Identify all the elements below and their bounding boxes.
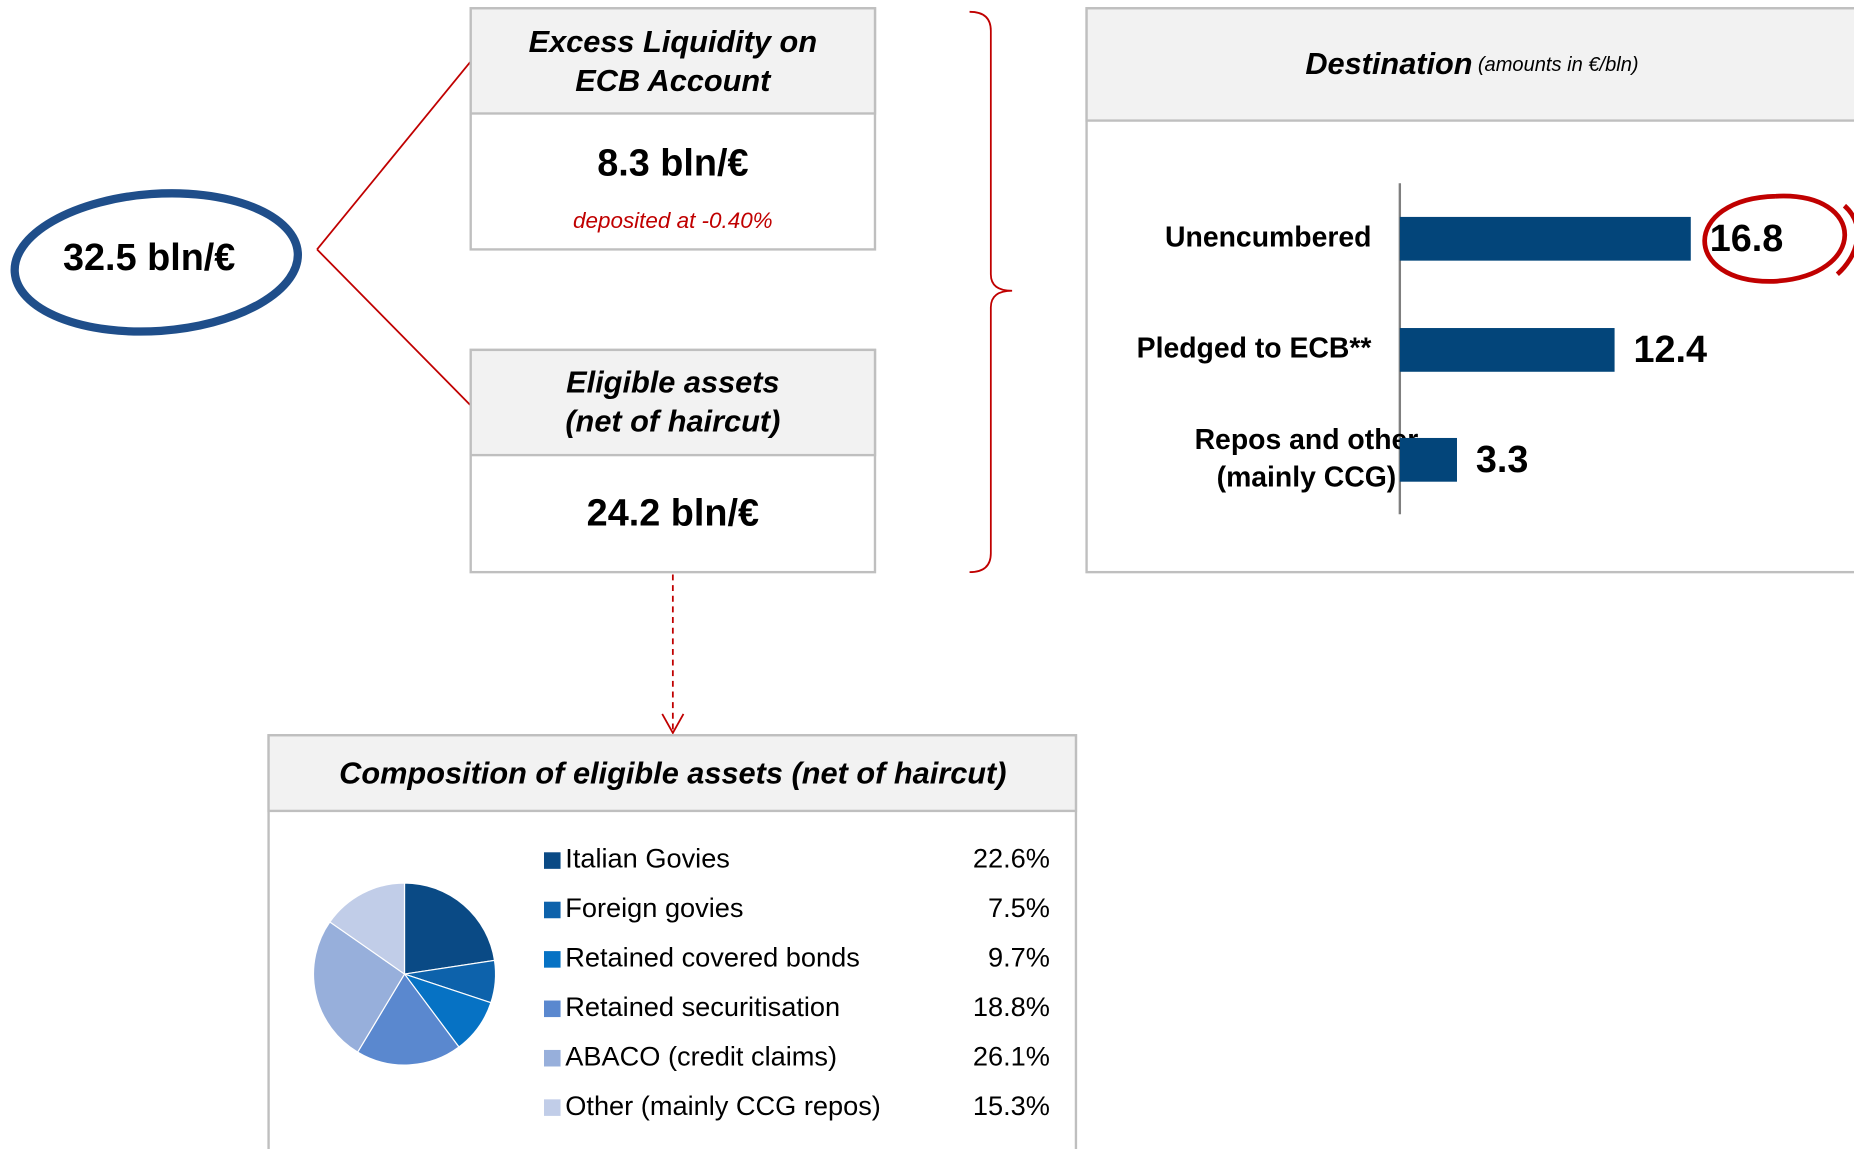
pie-slice	[356, 972, 460, 1066]
legend-swatch	[544, 951, 561, 968]
value-label: 12.4	[1633, 329, 1707, 371]
chart-subtitle: (amounts in €/bln)	[1478, 55, 1639, 77]
legend-label: Italian Govies	[565, 843, 730, 874]
legend-swatch	[544, 1099, 561, 1116]
composition-header	[267, 734, 1078, 813]
legend-label: Retained covered bonds	[565, 942, 860, 973]
legend-label: Foreign govies	[565, 892, 743, 923]
legend-swatch	[544, 852, 561, 869]
eligible-title: Eligible assets	[566, 364, 779, 399]
pie-slice	[403, 882, 496, 975]
category-label: Repos and other (mainly CCG)	[1195, 423, 1419, 493]
value-label: 16.8	[1710, 218, 1784, 260]
chart-title: Composition of eligible assets (net of h…	[339, 756, 1006, 791]
category-label: Pledged to ECB**	[1137, 332, 1373, 364]
legend-value: 18.8%	[973, 991, 1050, 1022]
legend-swatch	[544, 1049, 561, 1067]
highlight-ellipse	[1702, 193, 1854, 284]
legend-swatch	[544, 901, 561, 919]
eligible-title: (net of haircut)	[565, 403, 780, 438]
legend-value: 22.6%	[973, 843, 1050, 874]
bar	[1399, 216, 1691, 261]
legend-label: Other (mainly CCG repos)	[565, 1090, 881, 1121]
legend-value: 15.3%	[973, 1090, 1050, 1121]
value-label: 3.3	[1476, 439, 1529, 481]
destination-heading: Destination (amounts in €/bln)	[1305, 46, 1638, 81]
legend-value: 7.5%	[988, 892, 1050, 923]
eligible-value: 24.2 bln/€	[587, 492, 759, 534]
bar	[1399, 437, 1457, 482]
brace	[969, 10, 1013, 574]
legend-value: 26.1%	[973, 1040, 1050, 1071]
excess-value: 8.3 bln/€	[597, 142, 748, 184]
pie-slice	[329, 882, 406, 976]
legend-label: ABACO (credit claims)	[565, 1040, 837, 1071]
total: 32.5 bln/€	[63, 237, 235, 279]
legend-value: 9.7%	[988, 942, 1050, 973]
legend-swatch	[544, 1000, 561, 1018]
excess-header	[469, 7, 877, 115]
excess-note: deposited at -0.40%	[573, 208, 773, 233]
arrow-head	[661, 713, 685, 735]
legend-label: Retained securitisation	[565, 991, 840, 1022]
connector	[316, 248, 472, 407]
highlight-ellipse	[10, 189, 302, 336]
connector	[316, 60, 472, 250]
chart-title: Destination	[1305, 46, 1472, 81]
eligible-header	[469, 348, 877, 457]
excess-title: ECB Account	[575, 63, 772, 98]
bar	[1399, 328, 1615, 372]
destination-header	[1085, 7, 1854, 122]
excess-title: Excess Liquidity on	[529, 24, 817, 59]
category-label: Unencumbered	[1165, 221, 1371, 253]
pie-slice	[312, 921, 406, 1053]
